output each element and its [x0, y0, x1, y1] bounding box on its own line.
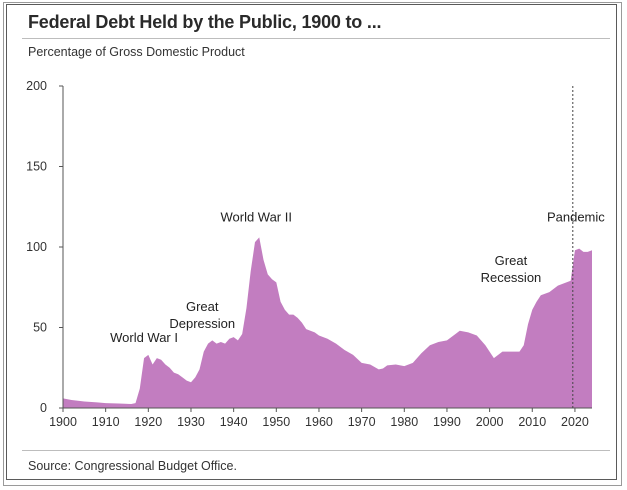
debt-area: [63, 237, 592, 408]
source-divider: [22, 450, 610, 451]
title-divider: [22, 38, 610, 39]
chart-subtitle: Percentage of Gross Domestic Product: [28, 45, 245, 59]
x-tick-label: 2020: [561, 415, 589, 429]
x-tick-label: 1900: [49, 415, 77, 429]
x-tick-label: 1990: [433, 415, 461, 429]
x-tick-label: 2010: [518, 415, 546, 429]
annotation-label: Recession: [481, 270, 542, 285]
chart-title: Federal Debt Held by the Public, 1900 to…: [28, 12, 382, 32]
x-tick-label: 1950: [262, 415, 290, 429]
y-tick-label: 50: [33, 321, 47, 335]
x-tick-label: 1970: [348, 415, 376, 429]
x-tick-label: 1960: [305, 415, 333, 429]
x-tick-label: 1920: [134, 415, 162, 429]
annotation-label: World War II: [220, 209, 292, 224]
x-tick-label: 1940: [220, 415, 248, 429]
chart-source: Source: Congressional Budget Office.: [28, 459, 237, 473]
x-tick-label: 1910: [92, 415, 120, 429]
x-tick-label: 1930: [177, 415, 205, 429]
outer-frame: [3, 2, 622, 486]
annotation-label: Great: [495, 253, 528, 268]
x-tick-label: 1980: [390, 415, 418, 429]
y-tick-label: 150: [26, 160, 47, 174]
annotation-label: World War I: [110, 330, 178, 345]
y-tick-label: 200: [26, 79, 47, 93]
y-tick-label: 0: [40, 401, 47, 415]
annotation-label: Depression: [169, 316, 235, 331]
annotation-label: Pandemic: [547, 210, 605, 225]
y-tick-label: 100: [26, 240, 47, 254]
x-tick-label: 2000: [476, 415, 504, 429]
annotation-label: Great: [186, 299, 219, 314]
